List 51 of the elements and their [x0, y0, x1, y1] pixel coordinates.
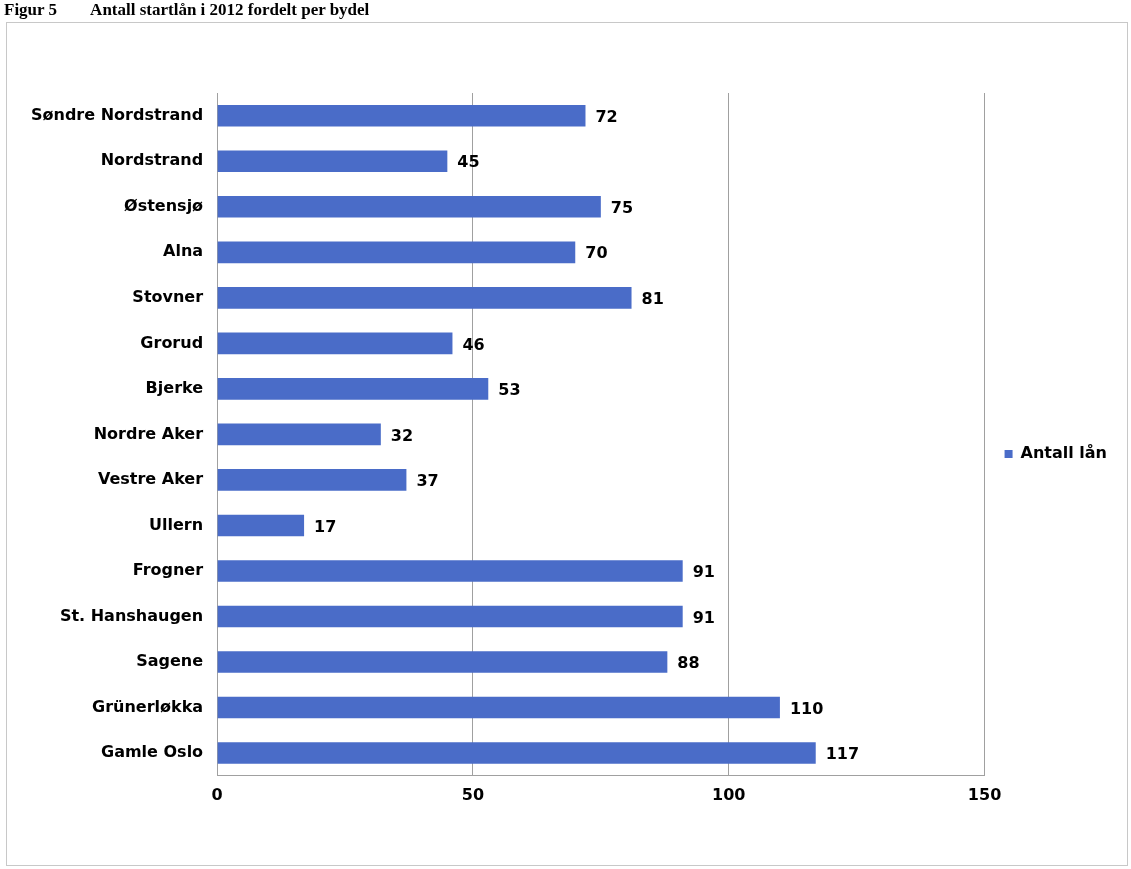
y-tick-label: Sagene [136, 651, 204, 671]
legend-label: Antall lån [1020, 443, 1108, 463]
data-label: 91 [692, 607, 715, 627]
y-tick-label: Grorud [140, 332, 204, 352]
bar [217, 241, 576, 264]
data-label: 32 [390, 425, 414, 445]
y-tick-label: Østensjø [124, 195, 204, 215]
bar [217, 651, 668, 673]
bar [217, 195, 601, 218]
data-label: 45 [457, 152, 480, 172]
bar [217, 423, 381, 446]
y-tick-label: Vestre Aker [97, 469, 204, 489]
bar [217, 742, 816, 764]
bar [217, 469, 407, 491]
data-label: 110 [789, 698, 824, 718]
data-label: 17 [314, 516, 337, 536]
y-tick-label: St. Hanshaugen [59, 605, 204, 625]
bar [217, 560, 683, 582]
y-tick-label: Nordre Aker [93, 423, 204, 443]
bar [217, 514, 305, 537]
y-tick-label: Bjerke [145, 378, 204, 398]
data-label: 91 [692, 562, 715, 582]
bar [217, 605, 683, 628]
data-label: 70 [585, 243, 608, 263]
x-tick-label: 150 [967, 784, 1002, 804]
y-tick-label: Ullern [149, 514, 204, 534]
data-label: 53 [498, 380, 521, 400]
bar [217, 104, 586, 127]
y-tick-label: Nordstrand [100, 150, 204, 170]
data-label: 46 [462, 334, 485, 354]
chart-title: Figur 5 Antall startlån i 2012 fordelt per bydel [3, 0, 371, 21]
data-label: 72 [595, 106, 618, 126]
x-tick-label: 0 [211, 784, 223, 804]
x-tick-label: 50 [461, 784, 485, 804]
data-label: 117 [825, 744, 860, 764]
data-label: 81 [641, 289, 664, 308]
y-tick-label: Gamle Oslo [100, 742, 204, 762]
y-tick-label: Stovner [132, 287, 204, 306]
x-tick-label: 100 [712, 784, 746, 804]
y-tick-label: Søndre Nordstrand [30, 104, 204, 124]
bar [217, 150, 448, 173]
y-tick-label: Grünerløkka [91, 696, 204, 716]
bar [217, 696, 780, 719]
data-label: 88 [677, 653, 700, 673]
y-tick-label: Alna [163, 241, 204, 261]
bar [217, 378, 489, 400]
data-label: 37 [416, 471, 439, 491]
data-label: 75 [610, 197, 634, 217]
y-tick-label: Frogner [132, 560, 204, 580]
bar [217, 332, 453, 355]
bar [217, 287, 632, 309]
